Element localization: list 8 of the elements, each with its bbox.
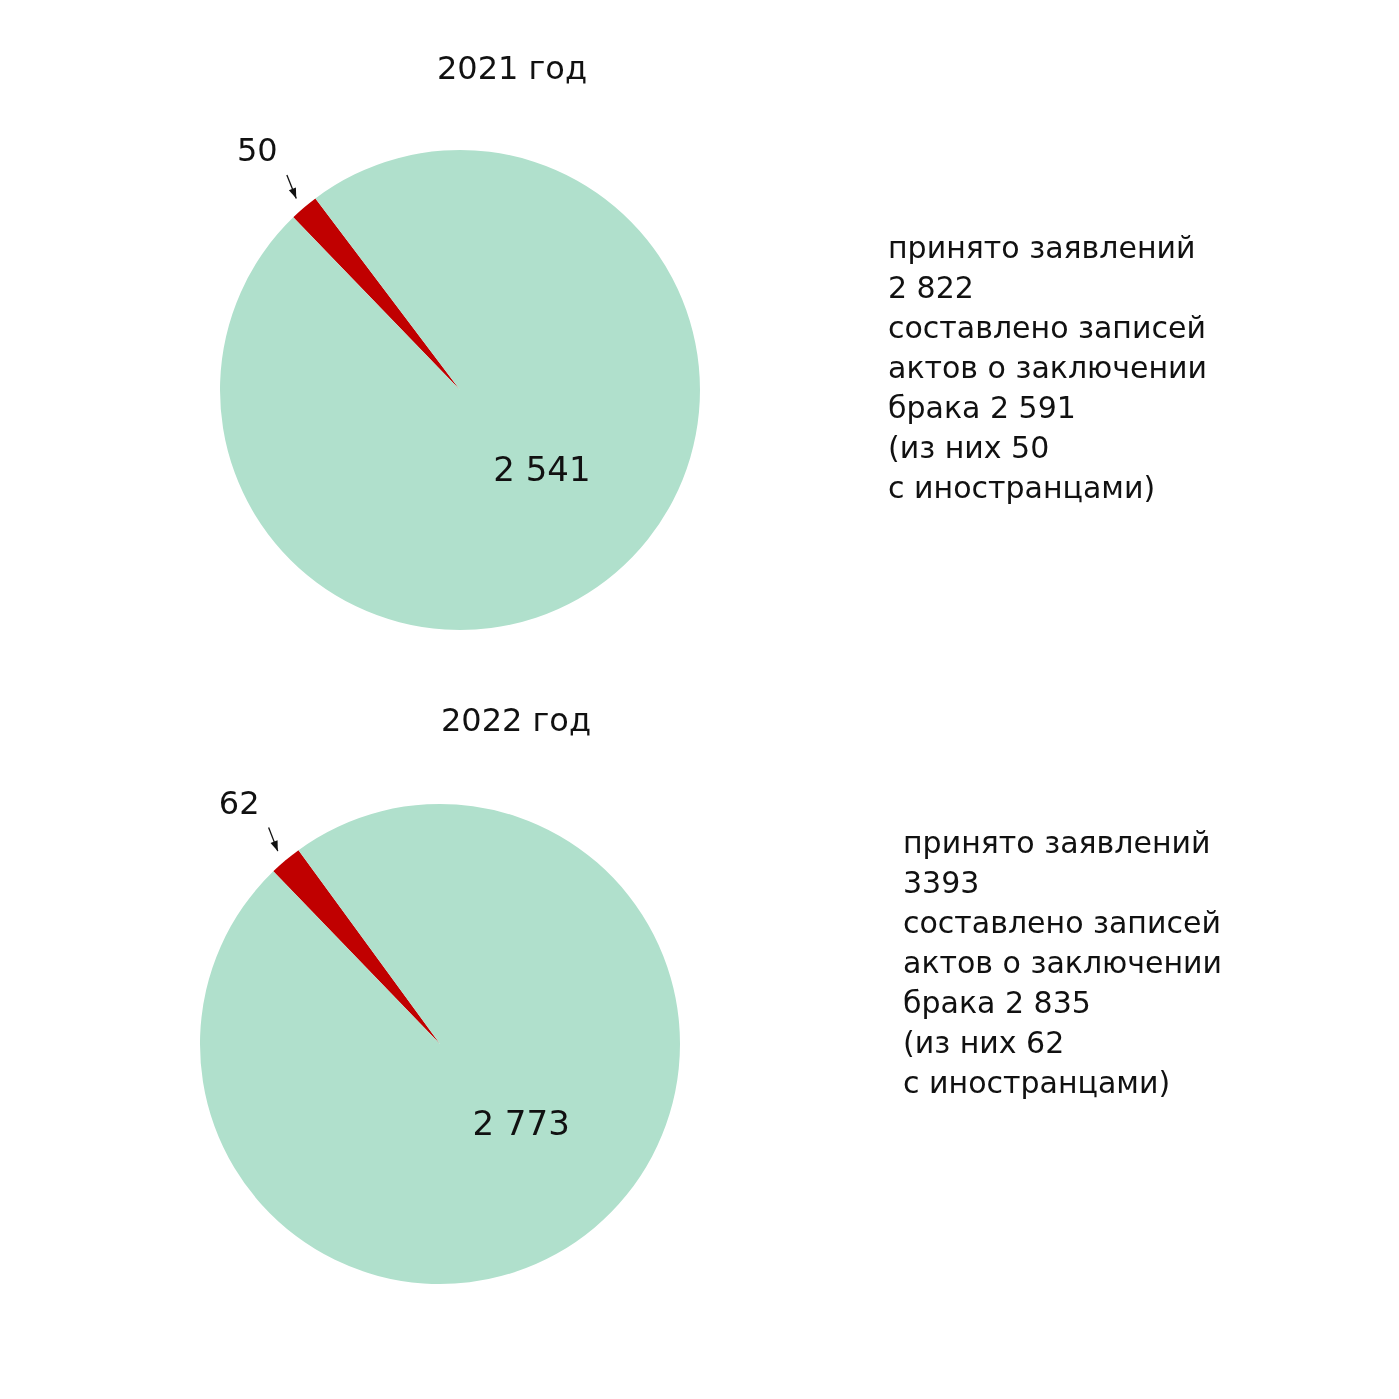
chart-title: 2022 год (440, 700, 592, 740)
data-label: 2 541 (493, 448, 591, 489)
text: принято заявлений 3393 составлено записей актов о заключении брака 2 835 (из них 62 с иностранцами) (903, 824, 1223, 1102)
chart-title: 2021 год (436, 48, 588, 88)
data-label: 50 (236, 131, 278, 170)
text: принято заявлений 2 822 составлено записей актов о заключении брака 2 591 (из них 50 с иностранцами) (888, 229, 1208, 507)
data-label: 62 (218, 783, 260, 822)
data-label: 2 773 (472, 1103, 570, 1144)
